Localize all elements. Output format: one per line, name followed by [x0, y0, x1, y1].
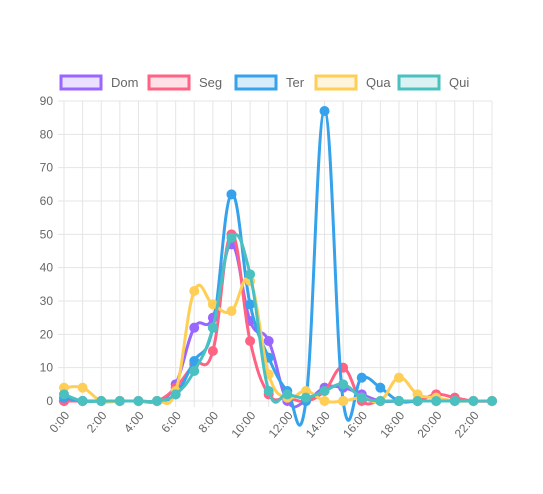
y-axis: 0 10 20 30 40 50 60 70 80 90: [40, 94, 54, 408]
legend-label: Qua: [366, 75, 391, 90]
legend-label: Qui: [449, 75, 469, 90]
data-point[interactable]: [226, 189, 237, 200]
data-point[interactable]: [338, 396, 349, 406]
x-tick-label: 4:00: [121, 408, 147, 435]
legend-label: Dom: [111, 75, 138, 90]
series-dom[interactable]: [59, 239, 497, 409]
x-tick-label: 0:00: [47, 408, 73, 435]
series-line: [63, 276, 492, 405]
data-point[interactable]: [170, 389, 181, 400]
y-tick-label: 50: [40, 227, 54, 241]
data-point[interactable]: [96, 396, 107, 406]
data-point[interactable]: [319, 106, 330, 116]
data-point[interactable]: [487, 396, 497, 406]
grid: [58, 100, 493, 407]
x-tick-label: 18:00: [377, 408, 407, 440]
legend-label: Ter: [286, 75, 305, 90]
legend-item-dom[interactable]: Dom: [59, 74, 138, 91]
data-point[interactable]: [226, 232, 237, 243]
y-tick-label: 30: [40, 294, 54, 308]
y-tick-label: 40: [40, 261, 54, 275]
data-point[interactable]: [393, 396, 404, 406]
data-point[interactable]: [245, 299, 256, 310]
data-point[interactable]: [449, 396, 460, 406]
data-point[interactable]: [412, 396, 423, 406]
data-point[interactable]: [77, 396, 88, 406]
data-point[interactable]: [207, 322, 218, 333]
y-tick-label: 60: [40, 194, 54, 208]
data-point[interactable]: [300, 392, 311, 403]
data-point[interactable]: [375, 396, 386, 406]
data-point[interactable]: [226, 306, 237, 316]
x-tick-label: 22:00: [452, 408, 482, 440]
series-qui[interactable]: [59, 232, 497, 406]
legend-swatch: [59, 74, 103, 91]
y-tick-label: 70: [40, 161, 54, 175]
legend-item-seg[interactable]: Seg: [147, 74, 222, 91]
data-point[interactable]: [245, 336, 256, 346]
y-tick-label: 20: [40, 327, 54, 341]
legend-item-qui[interactable]: Qui: [397, 74, 469, 91]
legend-item-ter[interactable]: Ter: [234, 74, 305, 91]
x-tick-label: 20:00: [415, 408, 445, 440]
data-point[interactable]: [356, 372, 367, 383]
data-point[interactable]: [189, 366, 200, 376]
data-point[interactable]: [468, 396, 479, 406]
legend-swatch: [234, 74, 278, 91]
data-point[interactable]: [263, 386, 274, 396]
x-tick-label: 14:00: [303, 408, 333, 440]
x-tick-label: 8:00: [195, 408, 221, 435]
data-point[interactable]: [207, 346, 218, 356]
data-point[interactable]: [282, 389, 293, 400]
y-tick-label: 90: [40, 94, 54, 108]
data-point[interactable]: [431, 396, 442, 406]
x-tick-label: 12:00: [266, 408, 296, 440]
series-ter[interactable]: [59, 106, 497, 427]
data-point[interactable]: [319, 386, 330, 396]
x-axis: 0:00 2:00 4:00 6:00 8:00 10:00 12:00 14:00 16:00…: [47, 408, 482, 440]
x-tick-label: 10:00: [228, 408, 258, 440]
series-line: [64, 242, 492, 409]
legend-label: Seg: [199, 75, 222, 90]
data-point[interactable]: [375, 382, 386, 393]
legend[interactable]: Dom Seg Ter Qua Qui: [59, 74, 469, 91]
data-point[interactable]: [189, 322, 200, 333]
data-point[interactable]: [114, 396, 125, 406]
legend-item-qua[interactable]: Qua: [314, 74, 391, 91]
data-point[interactable]: [263, 336, 274, 346]
series-qua[interactable]: [59, 276, 497, 406]
x-tick-label: 2:00: [84, 408, 110, 435]
data-point[interactable]: [393, 372, 404, 383]
series-layer: [59, 106, 497, 427]
data-point[interactable]: [133, 396, 144, 406]
data-point[interactable]: [77, 382, 88, 393]
data-point[interactable]: [338, 379, 349, 390]
y-tick-label: 80: [40, 127, 54, 141]
legend-swatch: [397, 74, 441, 91]
data-point[interactable]: [319, 396, 330, 406]
legend-swatch: [147, 74, 191, 91]
x-tick-label: 6:00: [158, 408, 184, 435]
data-point[interactable]: [245, 269, 256, 280]
y-tick-label: 10: [40, 361, 54, 375]
y-tick-label: 0: [46, 394, 53, 408]
data-point[interactable]: [59, 389, 69, 400]
data-point[interactable]: [356, 392, 367, 403]
legend-swatch: [314, 74, 358, 91]
data-point[interactable]: [189, 286, 200, 296]
data-point[interactable]: [152, 396, 163, 406]
